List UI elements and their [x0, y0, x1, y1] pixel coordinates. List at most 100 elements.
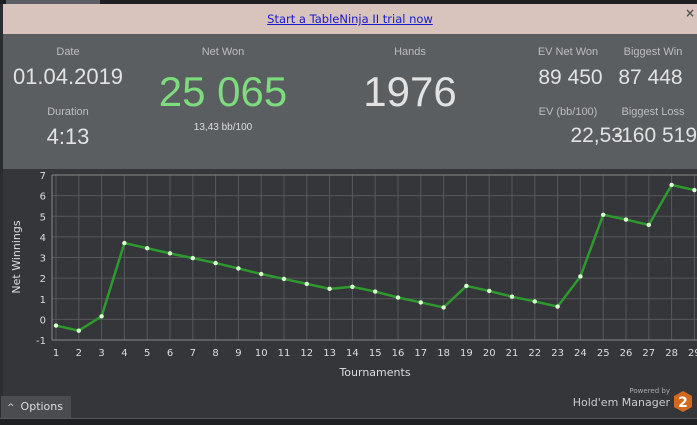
data-point: [601, 212, 606, 218]
data-point: [304, 281, 309, 287]
x-tick-label: 19: [460, 348, 473, 359]
x-tick-label: 1: [53, 348, 59, 359]
ev-net-won-label: EV Net Won: [537, 46, 599, 58]
x-tick-label: 12: [300, 348, 313, 359]
tableninja-trial-link[interactable]: Start a TableNinja II trial now: [267, 12, 433, 26]
data-point: [213, 260, 218, 266]
data-point: [76, 328, 82, 333]
biggest-loss-value: -160 519: [614, 124, 697, 147]
x-tick-label: 10: [255, 348, 268, 359]
hem2-logo-icon: 2: [674, 391, 692, 412]
data-point: [350, 284, 355, 289]
data-point: [395, 295, 401, 300]
y-tick-label: -1: [36, 336, 46, 347]
data-point: [692, 187, 697, 193]
data-point: [578, 274, 583, 279]
svg-text:2: 2: [678, 395, 688, 411]
x-tick-label: 2: [76, 348, 82, 359]
data-point: [646, 222, 651, 228]
window-top-bar: [0, 0, 697, 4]
data-point: [487, 288, 492, 294]
biggest-win-label: Biggest Win: [623, 46, 683, 58]
active-tab[interactable]: [6, 0, 100, 4]
data-point: [167, 251, 173, 256]
y-tick-label: 5: [40, 212, 46, 223]
x-axis-title: Tournaments: [338, 366, 410, 379]
promo-banner: Start a TableNinja II trial now ×: [3, 4, 697, 34]
x-tick-label: 24: [574, 348, 587, 359]
data-point: [555, 304, 560, 309]
x-tick-label: 3: [98, 348, 104, 359]
y-tick-label: 1: [40, 295, 46, 306]
x-tick-label: 8: [212, 348, 218, 359]
powered-by-label: Powered by: [629, 387, 670, 395]
duration-value: 4:13: [46, 124, 90, 149]
data-point: [373, 289, 378, 294]
biggest-loss-label: Biggest Loss: [621, 106, 685, 118]
y-tick-label: 4: [40, 233, 46, 244]
x-tick-label: 25: [597, 348, 610, 359]
x-tick-label: 15: [369, 348, 382, 359]
x-tick-label: 4: [121, 348, 127, 359]
data-point: [53, 323, 59, 328]
x-tick-label: 16: [392, 348, 405, 359]
bottom-bar: [0, 418, 697, 425]
x-tick-label: 18: [437, 348, 450, 359]
x-tick-label: 29: [688, 348, 697, 359]
y-tick-label: 6: [40, 192, 46, 203]
y-axis-title: Net Winnings: [10, 220, 23, 293]
biggest-win-value: 87 448: [618, 66, 683, 89]
x-tick-label: 20: [483, 348, 496, 359]
x-tick-label: 14: [346, 348, 359, 359]
x-tick-label: 23: [551, 348, 564, 359]
x-tick-label: 26: [620, 348, 633, 359]
x-tick-label: 11: [278, 348, 291, 359]
ev-bb100-value: 22,53: [570, 124, 623, 147]
x-tick-label: 27: [642, 348, 655, 359]
data-point: [464, 283, 469, 289]
data-point: [259, 271, 264, 277]
date-label: Date: [56, 46, 80, 58]
data-point: [669, 182, 674, 188]
x-tick-label: 22: [528, 348, 541, 359]
y-tick-label: 3: [40, 254, 46, 265]
x-tick-label: 21: [506, 348, 519, 359]
x-tick-label: 9: [235, 348, 241, 359]
data-point: [327, 286, 332, 292]
net-winnings-chart: -1 0 1 2 3 4 5 6 7 1 2 3 4 5 6 7 8 9 10 11 12 13 14 15 16 17 18 19 2…: [3, 169, 697, 418]
y-tick-label: 7: [40, 171, 46, 182]
close-icon[interactable]: ×: [684, 6, 695, 20]
data-point: [99, 314, 104, 319]
x-tick-label: 13: [323, 348, 336, 359]
ev-net-won-value: 89 450: [538, 66, 603, 89]
bb100-value: 13,43 bb/100: [193, 122, 253, 133]
data-point: [145, 246, 150, 251]
x-tick-label: 6: [167, 348, 173, 359]
x-tick-label: 28: [665, 348, 678, 359]
data-point: [281, 276, 287, 282]
duration-label: Duration: [47, 106, 89, 118]
x-tick-label: 7: [190, 348, 196, 359]
y-tick-label: 2: [40, 274, 46, 285]
data-point: [418, 300, 423, 305]
data-point: [623, 217, 629, 222]
ev-bb100-label: EV (bb/100): [538, 106, 598, 118]
data-point: [532, 299, 537, 304]
chevron-up-icon: ^: [7, 403, 15, 413]
x-tick-label: 5: [144, 348, 150, 359]
data-point: [122, 240, 127, 246]
options-button[interactable]: ^ Options: [1, 396, 71, 418]
data-point: [190, 255, 195, 261]
hands-value: 1976: [363, 68, 457, 115]
y-tick-label: 0: [40, 315, 46, 326]
x-tick-label: 17: [414, 348, 427, 359]
net-won-label: Net Won: [201, 46, 245, 58]
net-won-value: 25 065: [158, 68, 288, 115]
data-point: [441, 305, 446, 310]
data-point: [509, 294, 515, 299]
hands-label: Hands: [394, 46, 426, 58]
product-name: Hold'em Manager: [572, 396, 670, 409]
date-value: 01.04.2019: [12, 64, 124, 89]
session-stats-panel: Date 01.04.2019 Duration 4:13 Net Won 25…: [3, 34, 697, 169]
